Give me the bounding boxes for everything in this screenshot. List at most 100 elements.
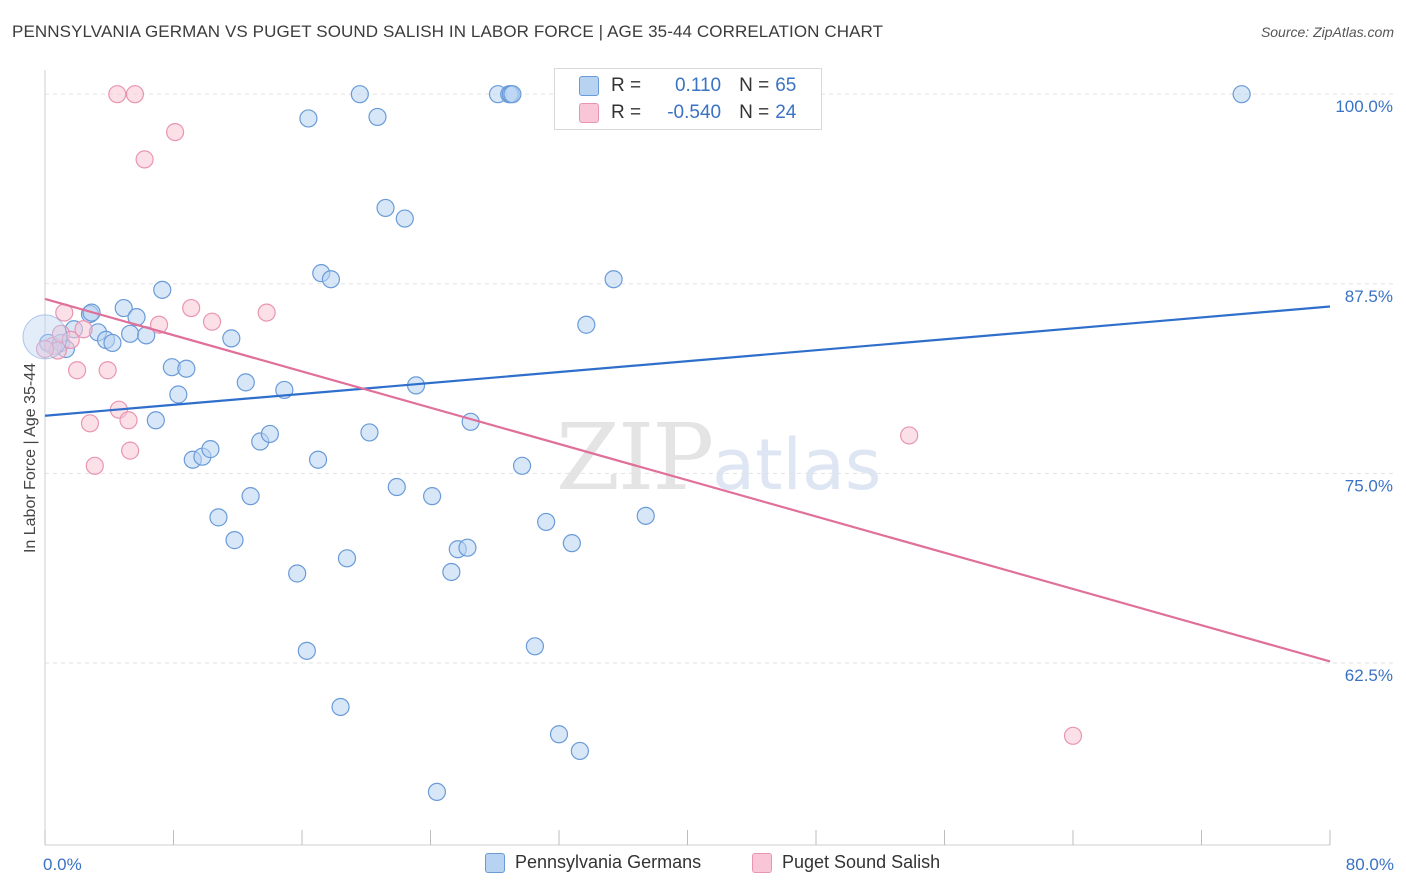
- pennsylvania-germans-point: [1232, 85, 1251, 104]
- pennsylvania-germans-point: [209, 508, 228, 527]
- pennsylvania-germans-point: [387, 477, 406, 497]
- pennsylvania-germans-point: [549, 725, 569, 744]
- bottom-legend: Pennsylvania Germans Puget Sound Salish: [0, 852, 1406, 876]
- legend-label: Pennsylvania Germans: [515, 852, 702, 872]
- r-label: R =: [611, 102, 642, 123]
- y-tick-label: 62.5%: [1345, 666, 1393, 685]
- pennsylvania-germans-point: [169, 385, 188, 404]
- y-tick-label: 100.0%: [1335, 97, 1393, 116]
- puget-sound-salish-point: [119, 411, 138, 430]
- puget-sound-salish-point: [98, 361, 117, 380]
- x-tick-label: 0.0%: [43, 855, 82, 874]
- legend-swatch-pink: [752, 852, 772, 873]
- r-value-pink: -0.540: [667, 102, 722, 123]
- watermark-zip: ZIP: [556, 404, 714, 511]
- pennsylvania-germans-point: [350, 85, 369, 104]
- puget-sound-salish-point: [68, 361, 87, 380]
- n-label: N =: [739, 102, 770, 123]
- pennsylvania-germans-point: [423, 487, 442, 506]
- pennsylvania-germans-point: [458, 538, 477, 557]
- n-value-blue: 65: [775, 75, 797, 96]
- pennsylvania-germans-point: [121, 324, 140, 343]
- x-tick-label: 80.0%: [1346, 855, 1394, 874]
- puget-sound-salish-point: [182, 298, 201, 318]
- puget-sound-salish-point: [202, 312, 222, 331]
- stats-row-pennsylvania-germans: R = 0.110 N = 65: [579, 73, 796, 99]
- pennsylvania-germans-point: [260, 424, 279, 444]
- pennsylvania-germans-point: [236, 373, 255, 392]
- trend-layer: [44, 297, 1331, 663]
- chart-title: PENNSYLVANIA GERMAN VS PUGET SOUND SALIS…: [12, 22, 884, 41]
- pennsylvania-germans-point: [537, 512, 556, 532]
- n-label: N =: [739, 75, 770, 96]
- blue-swatch: [579, 76, 599, 96]
- points-layer: [22, 85, 1251, 802]
- pennsylvania-germans-point: [297, 641, 316, 660]
- stats-row-puget-sound-salish: R = -0.540 N = 24: [579, 100, 796, 126]
- watermark-atlas: atlas: [712, 424, 882, 506]
- pennsylvania-germans-point: [331, 697, 350, 717]
- pennsylvania-germans-point: [512, 456, 532, 475]
- pennsylvania-germans-point: [153, 280, 172, 299]
- pink-swatch: [579, 103, 599, 123]
- puget-sound-salish-point: [61, 330, 80, 349]
- labels-layer: 62.5% 75.0% 87.5% 100.0% 0.0% 80.0% In Labor F…: [22, 97, 1394, 874]
- pennsylvania-germans-point: [288, 564, 307, 583]
- watermark: ZIPatlas: [556, 404, 881, 511]
- axis-layer: [44, 70, 1331, 846]
- puget-sound-salish-point: [74, 320, 93, 339]
- pennsylvania-germans-point: [395, 209, 414, 228]
- puget-sound-salish-point: [257, 303, 276, 322]
- pennsylvania-germans-point: [308, 450, 328, 469]
- pennsylvania-germans-point: [337, 549, 357, 568]
- pennsylvania-germans-point: [525, 637, 545, 656]
- pennsylvania-germans-point: [103, 333, 122, 353]
- legend-label: Puget Sound Salish: [782, 852, 941, 872]
- cluster-point: [22, 314, 68, 360]
- n-value-pink: 24: [775, 102, 797, 123]
- pennsylvania-germans-point: [222, 329, 241, 348]
- pennsylvania-germans-point: [360, 423, 379, 442]
- y-tick-label: 87.5%: [1345, 287, 1393, 306]
- pennsylvania-germans-point: [201, 440, 220, 459]
- pennsylvania-germans-point: [442, 562, 461, 582]
- puget-sound-salish-point: [125, 85, 145, 104]
- pennsylvania-germans-point: [368, 107, 387, 127]
- puget-sound-salish-point: [35, 339, 55, 359]
- legend-item-puget-sound-salish[interactable]: Puget Sound Salish: [752, 852, 940, 873]
- puget-sound-salish-point: [80, 414, 100, 433]
- r-value-blue: 0.110: [674, 75, 722, 96]
- legend-item-pennsylvania-germans[interactable]: Pennsylvania Germans: [485, 852, 701, 873]
- pennsylvania-germans-point: [225, 531, 244, 550]
- puget-sound-salish-point: [135, 150, 154, 169]
- pennsylvania-germans-point: [577, 315, 596, 334]
- source-credit: Source: ZipAtlas.com: [1260, 24, 1394, 40]
- y-axis-title: In Labor Force | Age 35-44: [22, 363, 39, 553]
- pennsylvania-germans-point: [503, 85, 522, 104]
- pennsylvania-germans-point: [604, 270, 623, 289]
- y-tick-label: 75.0%: [1345, 476, 1393, 495]
- pennsylvania-germans-point: [241, 487, 260, 506]
- legend-swatch-blue: [485, 852, 505, 873]
- pennsylvania-germans-point: [570, 741, 589, 761]
- pennsylvania-germans-point: [427, 782, 447, 802]
- stats-legend: R = 0.110 N = 65 R = -0.540 N = 24: [554, 68, 822, 130]
- puget-sound-salish-point: [121, 441, 140, 460]
- r-label: R =: [611, 75, 642, 96]
- puget-sound-salish-point: [108, 85, 127, 104]
- trend-line-pink: [44, 297, 1331, 663]
- pennsylvania-germans-point: [636, 506, 655, 525]
- puget-sound-salish-point: [1063, 726, 1083, 745]
- pennsylvania-germans-point: [146, 411, 165, 430]
- pennsylvania-germans-point: [114, 298, 133, 318]
- trend-line-blue: [44, 305, 1331, 417]
- puget-sound-salish-point: [85, 456, 104, 475]
- pennsylvania-germans-point: [376, 198, 395, 218]
- pennsylvania-germans-point: [562, 534, 581, 553]
- pennsylvania-germans-point: [177, 359, 196, 378]
- puget-sound-salish-point: [166, 122, 185, 142]
- pennsylvania-germans-point: [321, 270, 341, 289]
- pennsylvania-germans-point: [299, 109, 318, 128]
- puget-sound-salish-point: [900, 426, 919, 445]
